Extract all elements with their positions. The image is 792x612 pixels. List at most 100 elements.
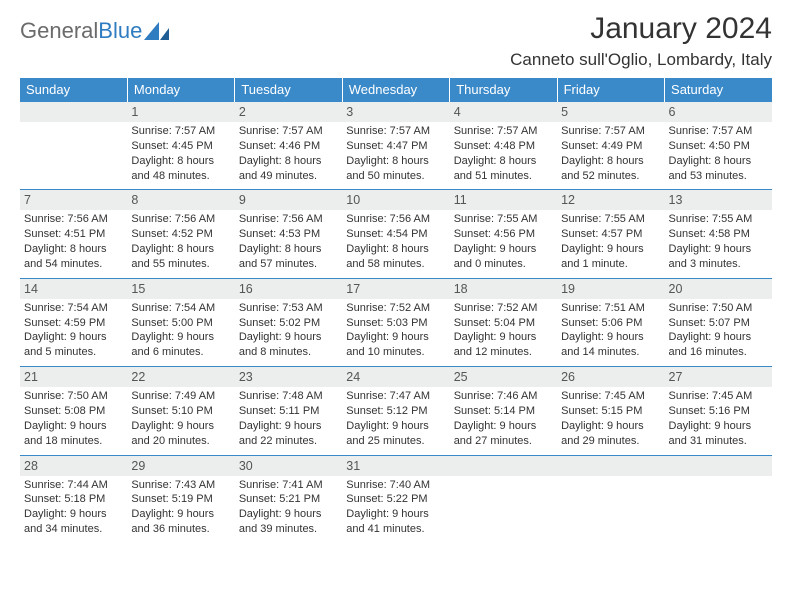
sunrise-line: Sunrise: 7:50 AM <box>24 389 123 404</box>
day-details: Sunrise: 7:57 AMSunset: 4:45 PMDaylight:… <box>131 124 230 183</box>
day-details: Sunrise: 7:53 AMSunset: 5:02 PMDaylight:… <box>239 301 338 360</box>
calendar-cell <box>665 455 772 543</box>
brand-name: GeneralBlue <box>20 18 142 44</box>
daylight-line: Daylight: 8 hours and 57 minutes. <box>239 242 338 272</box>
sunset-line: Sunset: 5:04 PM <box>454 316 553 331</box>
sunrise-line: Sunrise: 7:57 AM <box>239 124 338 139</box>
day-number: 29 <box>127 456 234 476</box>
daylight-line: Daylight: 9 hours and 3 minutes. <box>669 242 768 272</box>
calendar-cell: 10Sunrise: 7:56 AMSunset: 4:54 PMDayligh… <box>342 190 449 278</box>
day-number: 1 <box>127 102 234 122</box>
title-block: January 2024 Canneto sull'Oglio, Lombard… <box>510 12 772 76</box>
day-number: 14 <box>20 279 127 299</box>
calendar-cell: 7Sunrise: 7:56 AMSunset: 4:51 PMDaylight… <box>20 190 127 278</box>
calendar-cell: 23Sunrise: 7:48 AMSunset: 5:11 PMDayligh… <box>235 367 342 455</box>
calendar-cell: 19Sunrise: 7:51 AMSunset: 5:06 PMDayligh… <box>557 278 664 366</box>
calendar-cell <box>20 102 127 190</box>
calendar-cell: 20Sunrise: 7:50 AMSunset: 5:07 PMDayligh… <box>665 278 772 366</box>
calendar-week: 21Sunrise: 7:50 AMSunset: 5:08 PMDayligh… <box>20 367 772 455</box>
sunset-line: Sunset: 4:51 PM <box>24 227 123 242</box>
brand-name-gray: General <box>20 18 98 43</box>
calendar-cell: 25Sunrise: 7:46 AMSunset: 5:14 PMDayligh… <box>450 367 557 455</box>
sunrise-line: Sunrise: 7:44 AM <box>24 478 123 493</box>
daylight-line: Daylight: 9 hours and 18 minutes. <box>24 419 123 449</box>
day-number: 5 <box>557 102 664 122</box>
day-details: Sunrise: 7:50 AMSunset: 5:08 PMDaylight:… <box>24 389 123 448</box>
calendar-cell: 18Sunrise: 7:52 AMSunset: 5:04 PMDayligh… <box>450 278 557 366</box>
day-number <box>450 456 557 476</box>
sunrise-line: Sunrise: 7:47 AM <box>346 389 445 404</box>
day-details: Sunrise: 7:57 AMSunset: 4:47 PMDaylight:… <box>346 124 445 183</box>
sunrise-line: Sunrise: 7:48 AM <box>239 389 338 404</box>
sunrise-line: Sunrise: 7:55 AM <box>561 212 660 227</box>
sunrise-line: Sunrise: 7:57 AM <box>561 124 660 139</box>
calendar-cell: 3Sunrise: 7:57 AMSunset: 4:47 PMDaylight… <box>342 102 449 190</box>
daylight-line: Daylight: 8 hours and 53 minutes. <box>669 154 768 184</box>
day-details: Sunrise: 7:41 AMSunset: 5:21 PMDaylight:… <box>239 478 338 537</box>
calendar-cell: 29Sunrise: 7:43 AMSunset: 5:19 PMDayligh… <box>127 455 234 543</box>
daylight-line: Daylight: 8 hours and 49 minutes. <box>239 154 338 184</box>
sunset-line: Sunset: 4:52 PM <box>131 227 230 242</box>
day-details: Sunrise: 7:54 AMSunset: 5:00 PMDaylight:… <box>131 301 230 360</box>
daylight-line: Daylight: 9 hours and 16 minutes. <box>669 330 768 360</box>
day-number: 3 <box>342 102 449 122</box>
sunset-line: Sunset: 4:58 PM <box>669 227 768 242</box>
calendar-head: SundayMondayTuesdayWednesdayThursdayFrid… <box>20 78 772 102</box>
day-details: Sunrise: 7:47 AMSunset: 5:12 PMDaylight:… <box>346 389 445 448</box>
daylight-line: Daylight: 9 hours and 39 minutes. <box>239 507 338 537</box>
sunset-line: Sunset: 4:56 PM <box>454 227 553 242</box>
sunset-line: Sunset: 5:06 PM <box>561 316 660 331</box>
calendar-week: 1Sunrise: 7:57 AMSunset: 4:45 PMDaylight… <box>20 102 772 190</box>
sunrise-line: Sunrise: 7:56 AM <box>346 212 445 227</box>
day-details: Sunrise: 7:44 AMSunset: 5:18 PMDaylight:… <box>24 478 123 537</box>
day-number: 18 <box>450 279 557 299</box>
sunset-line: Sunset: 5:15 PM <box>561 404 660 419</box>
sunset-line: Sunset: 4:48 PM <box>454 139 553 154</box>
calendar-cell: 4Sunrise: 7:57 AMSunset: 4:48 PMDaylight… <box>450 102 557 190</box>
sunset-line: Sunset: 4:46 PM <box>239 139 338 154</box>
sunrise-line: Sunrise: 7:54 AM <box>131 301 230 316</box>
sunset-line: Sunset: 5:21 PM <box>239 492 338 507</box>
sunset-line: Sunset: 4:49 PM <box>561 139 660 154</box>
sunrise-line: Sunrise: 7:51 AM <box>561 301 660 316</box>
sunset-line: Sunset: 5:22 PM <box>346 492 445 507</box>
day-details: Sunrise: 7:57 AMSunset: 4:48 PMDaylight:… <box>454 124 553 183</box>
sunrise-line: Sunrise: 7:57 AM <box>131 124 230 139</box>
sunrise-line: Sunrise: 7:45 AM <box>669 389 768 404</box>
daylight-line: Daylight: 9 hours and 29 minutes. <box>561 419 660 449</box>
day-details: Sunrise: 7:54 AMSunset: 4:59 PMDaylight:… <box>24 301 123 360</box>
sunset-line: Sunset: 5:16 PM <box>669 404 768 419</box>
sunset-line: Sunset: 5:03 PM <box>346 316 445 331</box>
day-details: Sunrise: 7:50 AMSunset: 5:07 PMDaylight:… <box>669 301 768 360</box>
day-number: 6 <box>665 102 772 122</box>
day-details: Sunrise: 7:57 AMSunset: 4:49 PMDaylight:… <box>561 124 660 183</box>
sunset-line: Sunset: 5:02 PM <box>239 316 338 331</box>
sunrise-line: Sunrise: 7:49 AM <box>131 389 230 404</box>
day-number <box>20 102 127 122</box>
day-number: 10 <box>342 190 449 210</box>
day-number: 9 <box>235 190 342 210</box>
calendar-cell: 27Sunrise: 7:45 AMSunset: 5:16 PMDayligh… <box>665 367 772 455</box>
calendar-cell: 17Sunrise: 7:52 AMSunset: 5:03 PMDayligh… <box>342 278 449 366</box>
day-details: Sunrise: 7:45 AMSunset: 5:15 PMDaylight:… <box>561 389 660 448</box>
calendar-cell: 24Sunrise: 7:47 AMSunset: 5:12 PMDayligh… <box>342 367 449 455</box>
day-header-row: SundayMondayTuesdayWednesdayThursdayFrid… <box>20 78 772 102</box>
calendar-week: 28Sunrise: 7:44 AMSunset: 5:18 PMDayligh… <box>20 455 772 543</box>
sunrise-line: Sunrise: 7:57 AM <box>669 124 768 139</box>
calendar-cell: 22Sunrise: 7:49 AMSunset: 5:10 PMDayligh… <box>127 367 234 455</box>
sunset-line: Sunset: 5:14 PM <box>454 404 553 419</box>
calendar-cell: 31Sunrise: 7:40 AMSunset: 5:22 PMDayligh… <box>342 455 449 543</box>
day-number: 11 <box>450 190 557 210</box>
sunrise-line: Sunrise: 7:53 AM <box>239 301 338 316</box>
day-number: 17 <box>342 279 449 299</box>
day-details: Sunrise: 7:43 AMSunset: 5:19 PMDaylight:… <box>131 478 230 537</box>
daylight-line: Daylight: 9 hours and 27 minutes. <box>454 419 553 449</box>
daylight-line: Daylight: 9 hours and 20 minutes. <box>131 419 230 449</box>
calendar-cell: 30Sunrise: 7:41 AMSunset: 5:21 PMDayligh… <box>235 455 342 543</box>
sunrise-line: Sunrise: 7:50 AM <box>669 301 768 316</box>
day-details: Sunrise: 7:55 AMSunset: 4:57 PMDaylight:… <box>561 212 660 271</box>
daylight-line: Daylight: 8 hours and 48 minutes. <box>131 154 230 184</box>
day-number: 25 <box>450 367 557 387</box>
brand-logo: GeneralBlue <box>20 12 170 44</box>
sunrise-line: Sunrise: 7:57 AM <box>346 124 445 139</box>
